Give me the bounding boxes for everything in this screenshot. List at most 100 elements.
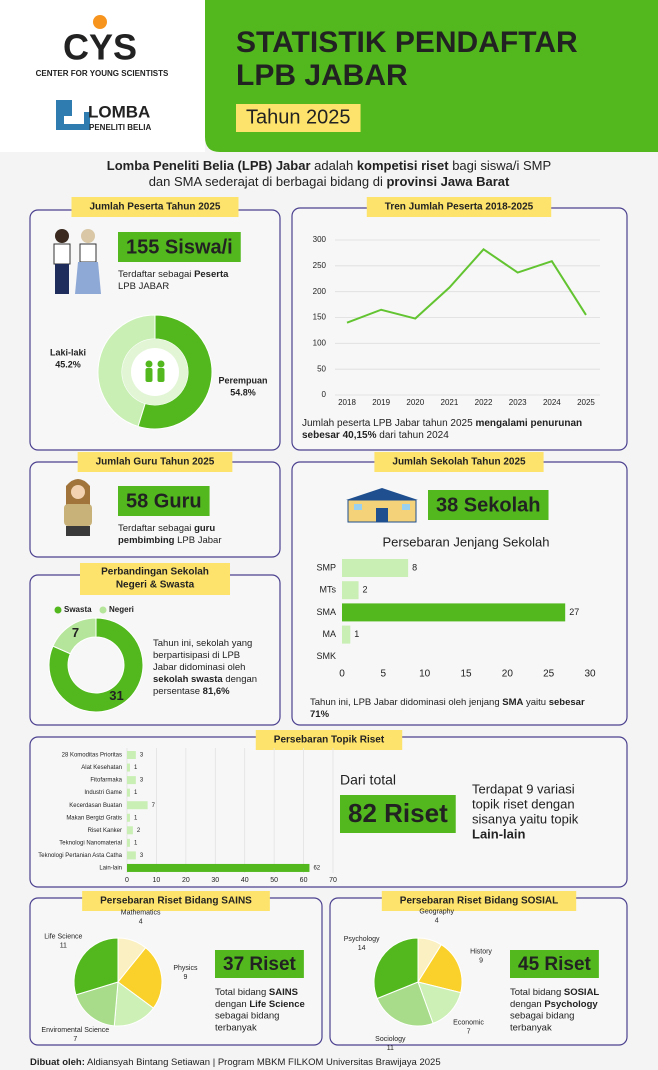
data-label: 7	[152, 803, 156, 809]
text-line: sebesar 40,15% dari tahun 2024	[302, 430, 449, 441]
bar	[127, 813, 130, 822]
slice	[417, 944, 463, 994]
text-segment: Terdaftar sebagai	[118, 523, 191, 534]
data-label: 4	[435, 917, 439, 924]
big-number-background	[118, 486, 210, 516]
year: Tahun 2025	[246, 106, 351, 128]
data-label: 1	[134, 790, 138, 796]
text-segment: SOSIAL	[564, 987, 600, 998]
text: sebagai bidang	[215, 1011, 279, 1022]
big-number: 38 Sekolah	[436, 494, 541, 516]
school-icon	[346, 488, 418, 523]
text-segment: 81,6%	[203, 686, 230, 697]
x-tick-label: 20	[502, 669, 514, 680]
tag-background	[82, 891, 270, 911]
y-tick-label: 0	[322, 390, 327, 399]
data-label: 3	[140, 753, 144, 759]
slice	[52, 617, 97, 655]
data-label: 11	[387, 1045, 394, 1052]
data-label: 14	[358, 945, 366, 952]
x-tick-label: 30	[211, 877, 219, 884]
text-line: Terdaftar sebagai Peserta	[118, 269, 229, 280]
x-tick-label: 15	[460, 669, 472, 680]
text-segment: SMA	[502, 697, 523, 708]
text: topik riset dengan	[472, 796, 575, 811]
data-label: 3	[140, 778, 144, 784]
data-label: 45.2%	[55, 359, 81, 369]
person-icon	[145, 360, 153, 368]
legend-label: Negeri	[109, 605, 134, 614]
tag-background	[71, 197, 239, 217]
y-tick-label: 250	[313, 261, 327, 270]
text-line: pembimbing LPB Jabar	[118, 535, 222, 546]
intro: dan SMA sederajat di berbagai bidang di …	[149, 174, 510, 189]
data-label: 1	[134, 765, 138, 771]
logo-dot	[93, 15, 107, 29]
bar	[342, 625, 351, 644]
data-label: 8	[412, 562, 417, 572]
bar	[342, 581, 359, 600]
y-tick-label: 50	[317, 364, 326, 373]
slice-name: Physics	[173, 965, 198, 972]
category-label: SMK	[316, 651, 336, 661]
category-label: MA	[323, 629, 337, 639]
text-segment: dari tahun 2024	[379, 430, 449, 441]
text: Terdapat 9 variasi	[472, 781, 575, 796]
x-tick-label: 70	[329, 877, 337, 884]
text-segment: Jabar didominasi oleh	[153, 662, 245, 673]
text-segment: Psychology	[544, 999, 598, 1010]
category-label: SMP	[316, 562, 336, 572]
slice-name: Life Science	[44, 933, 82, 940]
x-tick-label: 0	[339, 669, 345, 680]
students-icon	[53, 229, 101, 294]
big-number: 58 Guru	[126, 490, 202, 512]
text-line: Tahun ini, sekolah yang	[153, 638, 252, 649]
big-number-background	[510, 950, 599, 978]
year-background	[236, 104, 361, 132]
x-tick-label: 20	[182, 877, 190, 884]
donut-center	[131, 348, 179, 396]
data-label: 62	[313, 866, 320, 872]
text-segment: sekolah swasta	[153, 674, 223, 685]
person-icon	[145, 368, 153, 382]
text-segment: kompetisi riset	[357, 158, 449, 173]
page-title: LPB JABAR	[236, 59, 408, 92]
slice	[75, 981, 119, 1027]
line	[346, 247, 587, 324]
category-label: Teknologi Nanomaterial	[59, 840, 122, 846]
text-segment: LPB JABAR	[118, 281, 169, 292]
text-segment: Tahun ini, LPB Jabar didominasi oleh jen…	[310, 697, 500, 708]
bar	[127, 751, 136, 759]
x-tick-label: 10	[153, 877, 161, 884]
x-tick-label: 60	[300, 877, 308, 884]
text-segment: dengan	[225, 674, 257, 685]
footer: Dibuat oleh: Aldiansyah Bintang Setiawan…	[30, 1057, 441, 1068]
section-tag: Persebaran Riset Bidang SOSIAL	[400, 896, 558, 907]
section-tag: Persebaran Topik Riset	[274, 735, 385, 746]
person-icon	[157, 368, 165, 382]
x-tick-label: 25	[543, 669, 555, 680]
text-line: Jumlah peserta LPB Jabar tahun 2025 meng…	[302, 418, 582, 429]
category-label: Teknologi Pertanian Asta Catha	[38, 853, 122, 859]
category-label: 28 Komoditas Prioritas	[62, 753, 122, 759]
x-tick-label: 10	[419, 669, 431, 680]
x-tick-label: 2025	[577, 398, 595, 407]
data-label: 7	[467, 1028, 471, 1035]
text-segment: sebesar 40,15%	[302, 430, 377, 441]
slice-name: Geography	[419, 908, 454, 915]
x-tick-label: 2020	[406, 398, 424, 407]
category-label: Riset Kanker	[88, 828, 122, 834]
text-line: dengan Life Science	[215, 999, 305, 1010]
data-label: 1	[354, 629, 359, 639]
big-number: 82 Riset	[348, 798, 448, 828]
logo: CYS	[63, 27, 137, 68]
y-tick-label: 200	[313, 287, 327, 296]
x-tick-label: 5	[381, 669, 387, 680]
slice	[117, 947, 163, 1009]
x-tick-label: 40	[241, 877, 249, 884]
bar	[127, 826, 133, 835]
x-tick-label: 2022	[475, 398, 493, 407]
section-tag: Negeri & Swasta	[116, 580, 195, 591]
data-label: 2	[363, 585, 368, 595]
big-number-background	[340, 795, 456, 833]
